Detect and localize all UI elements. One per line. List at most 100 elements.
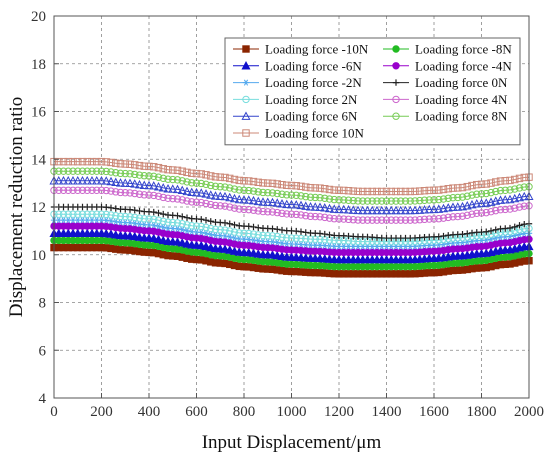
data-point — [259, 207, 267, 216]
data-point — [273, 208, 281, 217]
data-point — [135, 214, 144, 222]
legend-label: Loading force -6N — [265, 58, 362, 73]
data-point — [230, 175, 239, 184]
data-point — [112, 159, 120, 167]
data-point — [506, 224, 514, 232]
data-point — [226, 227, 234, 235]
data-point — [416, 187, 424, 195]
x-tick-label: 200 — [90, 404, 113, 420]
legend-marker — [392, 62, 400, 70]
data-point — [473, 209, 481, 218]
data-point — [424, 204, 434, 214]
data-point — [179, 226, 186, 233]
data-point — [221, 183, 229, 191]
data-point — [88, 157, 96, 166]
legend-item: Loading force -4N — [383, 58, 512, 73]
data-point — [335, 186, 343, 194]
data-point — [378, 216, 386, 224]
y-axis-title: Displacement reduction ratio — [6, 97, 27, 318]
data-point — [283, 181, 291, 189]
data-point — [177, 238, 187, 247]
data-point — [158, 235, 168, 245]
data-point — [55, 157, 63, 166]
data-point — [491, 196, 501, 205]
data-point — [505, 194, 515, 204]
data-point — [69, 157, 77, 166]
data-point — [401, 197, 410, 205]
data-point — [64, 210, 72, 218]
data-point — [78, 210, 87, 218]
legend-item: Loading force -10N — [233, 42, 369, 57]
data-point — [476, 198, 487, 208]
data-point — [392, 197, 400, 205]
data-point — [107, 187, 115, 195]
data-point — [140, 191, 148, 199]
data-point — [378, 197, 386, 205]
data-point — [249, 177, 258, 186]
data-point — [348, 205, 358, 214]
data-point — [506, 186, 514, 194]
data-point — [240, 177, 248, 185]
data-point — [481, 198, 491, 207]
data-point — [434, 204, 444, 213]
data-point — [249, 187, 258, 195]
data-point — [226, 174, 234, 183]
data-point — [131, 213, 139, 222]
data-point — [69, 186, 77, 194]
data-point — [268, 189, 277, 197]
data-point — [102, 210, 110, 219]
data-point — [196, 188, 206, 197]
data-point — [58, 175, 69, 185]
data-point — [83, 186, 91, 194]
data-point — [386, 205, 396, 215]
data-point — [169, 218, 177, 227]
data-point — [183, 214, 191, 221]
x-axis-title: Input Displacement/μm — [202, 432, 382, 453]
data-point — [420, 196, 429, 204]
data-point — [158, 183, 168, 192]
data-point — [55, 210, 63, 218]
data-point — [487, 179, 495, 187]
data-point — [344, 196, 353, 204]
data-point — [225, 192, 235, 202]
legend-item: Loading force -2N — [233, 75, 362, 90]
data-point — [321, 185, 329, 193]
data-point — [107, 211, 115, 219]
data-point — [245, 236, 252, 243]
legend-marker — [242, 79, 250, 86]
data-point — [82, 175, 92, 185]
y-tick-label: 18 — [31, 57, 46, 73]
data-point — [183, 221, 191, 229]
data-point — [278, 240, 286, 247]
data-point — [201, 241, 211, 251]
data-point — [362, 205, 373, 215]
legend-item: Loading force 2N — [233, 92, 358, 107]
data-point — [278, 233, 286, 241]
data-point — [282, 199, 292, 209]
data-point — [121, 212, 129, 221]
data-point — [87, 175, 97, 185]
data-point — [359, 197, 367, 205]
legend-item: Loading force 10N — [233, 126, 365, 141]
data-point — [500, 195, 510, 204]
data-point — [268, 232, 277, 240]
data-point — [506, 176, 514, 185]
data-point — [487, 188, 495, 197]
data-point — [274, 226, 281, 233]
data-point — [136, 221, 143, 228]
data-point — [221, 202, 229, 210]
data-point — [59, 186, 68, 194]
data-point — [182, 239, 192, 248]
data-point — [334, 204, 344, 214]
data-point — [277, 199, 287, 208]
data-point — [78, 167, 87, 175]
data-point — [520, 183, 528, 191]
data-point — [496, 186, 505, 195]
data-point — [144, 180, 154, 190]
data-point — [353, 205, 363, 215]
legend-item: Loading force 0N — [383, 75, 508, 90]
data-point — [153, 181, 164, 191]
data-point — [302, 183, 310, 191]
data-point — [477, 180, 486, 189]
data-point — [349, 187, 357, 195]
